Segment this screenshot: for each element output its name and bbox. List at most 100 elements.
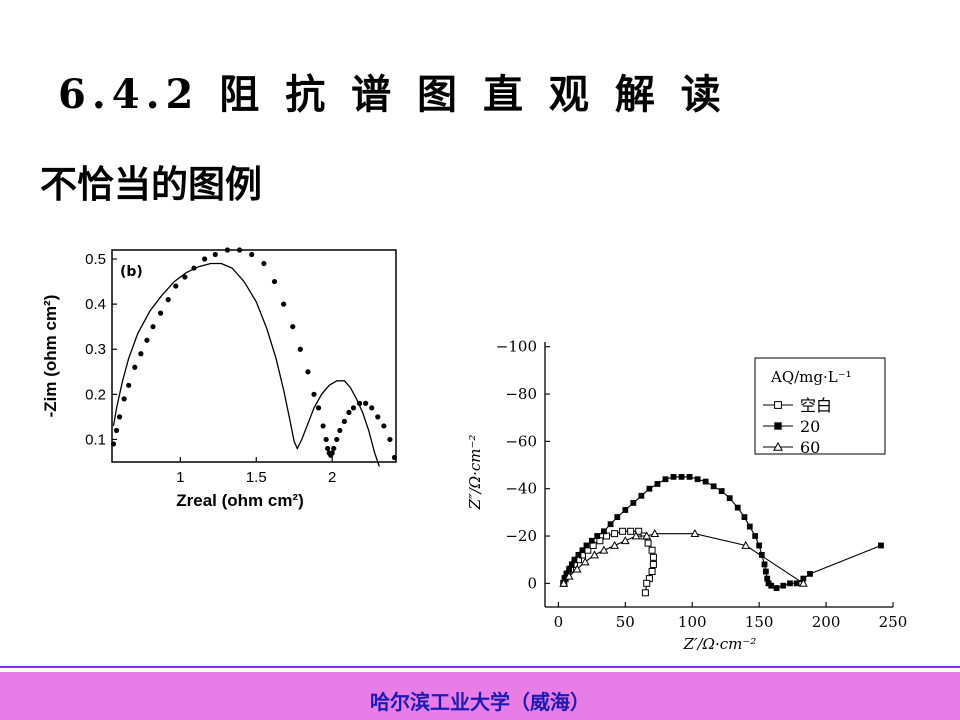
chart2-marker-filled-square <box>764 575 771 582</box>
chart2-xtick-label: 250 <box>879 613 908 631</box>
chart1-data-point <box>329 450 335 456</box>
chart2-marker-open-triangle <box>572 564 582 573</box>
footer-bar <box>0 672 960 720</box>
footer-institution: 哈尔滨工业大学（威海） <box>370 690 590 714</box>
chart1-data-point <box>132 364 138 370</box>
chart2-marker-filled-square <box>710 483 717 490</box>
chart2-marker-open-triangle <box>741 540 751 549</box>
chart1-data-point <box>173 283 179 289</box>
chart1-xtick-label: 2 <box>328 469 336 486</box>
chart2-ytick-label: 0 <box>527 574 537 592</box>
chart1-data-point <box>315 405 322 411</box>
chart2-marker-open-triangle <box>590 550 599 559</box>
chart1-data-point <box>261 260 267 267</box>
slide-title: 6.4.2 阻 抗 谱 图 直 观 解 读 <box>58 71 727 118</box>
chart2-marker-filled-square <box>575 552 582 558</box>
chart1-data-point <box>126 382 132 388</box>
chart2-marker-open-square <box>648 568 656 576</box>
chart1-data-point <box>224 247 231 253</box>
chart1-data-point <box>337 427 343 434</box>
chart1-data-point <box>305 369 311 375</box>
chart1-xlabel: Zreal (ohm cm²) <box>176 491 304 510</box>
chart1-title: (b) <box>120 264 143 280</box>
chart2-marker-filled-square <box>646 485 653 492</box>
chart2-marker-open-square <box>627 527 635 535</box>
chart2-marker-filled-square <box>566 566 572 573</box>
chart2-legend-title: AQ/mg·L⁻¹ <box>770 368 852 386</box>
chart1-xtick-label: 1 <box>176 469 184 486</box>
chart1-data-point <box>249 251 255 258</box>
chart2-ytick-label: −40 <box>505 480 537 498</box>
chart2-xtick-label: 150 <box>745 613 774 631</box>
chart2-marker-filled-square <box>607 521 614 528</box>
chart2-marker-filled-square <box>807 570 813 577</box>
chart2-legend-label: 空白 <box>800 396 832 415</box>
chart2-marker-open-square <box>648 546 656 554</box>
chart2-marker-filled-square <box>594 533 601 539</box>
chart1-data-point <box>331 445 337 452</box>
chart1-data-point <box>116 414 123 420</box>
chart2-marker-filled-square <box>630 499 637 506</box>
chart1-ytick-label: 0.4 <box>85 296 106 313</box>
chart2-marker-filled-square <box>761 561 768 568</box>
chart1-data-point <box>323 436 329 443</box>
chart2-marker-filled-square <box>694 476 701 483</box>
chart2-marker-open-square <box>619 527 627 535</box>
chart2-marker-filled-square <box>568 561 575 568</box>
chart2-marker-filled-square <box>741 514 748 520</box>
chart2-marker-filled-square <box>768 582 775 589</box>
chart1-data-point <box>281 301 287 307</box>
chart1-data-point <box>375 414 381 420</box>
chart1-data-point <box>113 427 120 434</box>
chart1-data-point <box>182 274 188 280</box>
chart2-marker-filled-square <box>756 542 763 549</box>
chart1-data-point <box>320 423 326 429</box>
chart1-data-point <box>110 441 117 447</box>
chart2-marker-filled-square <box>762 568 769 575</box>
chart1-data-point <box>350 405 357 411</box>
chart1-ytick-label: 0.1 <box>85 431 106 448</box>
chart2-xtick-label: 0 <box>554 613 564 631</box>
chart1-data-point <box>387 436 393 443</box>
chart1-data-point <box>191 265 197 271</box>
chart1-data-point <box>356 400 363 406</box>
chart1-data-point <box>144 337 150 343</box>
chart2-marker-filled-square <box>614 514 621 520</box>
chart2-marker-open-square <box>641 589 649 597</box>
chart2-marker-filled-square <box>734 504 741 511</box>
chart2-marker-filled-square <box>583 542 590 549</box>
chart1-xtick-label: 1.5 <box>246 469 267 486</box>
slide-subtitle: 不恰当的图例 <box>40 163 262 206</box>
chart2-marker-open-triangle <box>631 531 641 540</box>
chart2-marker-open-triangle <box>798 578 808 587</box>
chart2-marker-open-triangle <box>559 578 569 587</box>
chart2-marker-filled-square <box>571 556 578 563</box>
chart2-marker-filled-square <box>773 585 780 591</box>
chart2-marker-filled-square <box>670 473 677 480</box>
chart2-marker-filled-square <box>579 547 586 554</box>
chart2-xtick-label: 200 <box>812 613 841 631</box>
chart1-ytick-label: 0.3 <box>85 341 106 358</box>
chart2-marker-filled-square <box>702 478 709 485</box>
chart1-data-point <box>334 436 340 443</box>
chart2-marker-filled-square <box>752 533 759 539</box>
chart2-marker-filled-square <box>746 523 753 530</box>
chart1-ytick-label: 0.2 <box>85 386 106 403</box>
chart2-marker-open-square <box>611 530 619 538</box>
chart1-data-point <box>212 251 218 258</box>
chart1-data-point <box>297 346 303 352</box>
chart2-marker-filled-square <box>787 580 793 587</box>
chart2-marker-filled-square <box>793 580 800 587</box>
chart1-ylabel: -Zim (ohm cm²) <box>41 295 60 418</box>
chart1-data-point <box>165 297 171 303</box>
chart1-data-point <box>138 351 144 357</box>
chart2-marker-filled-square <box>726 495 733 502</box>
chart1-data-point <box>150 324 156 330</box>
chart1-fit-line <box>112 262 380 467</box>
chart2-ytick-label: −100 <box>496 338 537 356</box>
chart1-data-point <box>381 423 387 429</box>
chart1-plot-frame <box>111 249 397 463</box>
chart2-marker-filled-square <box>622 507 629 513</box>
chart2-marker-open-square <box>635 527 643 535</box>
